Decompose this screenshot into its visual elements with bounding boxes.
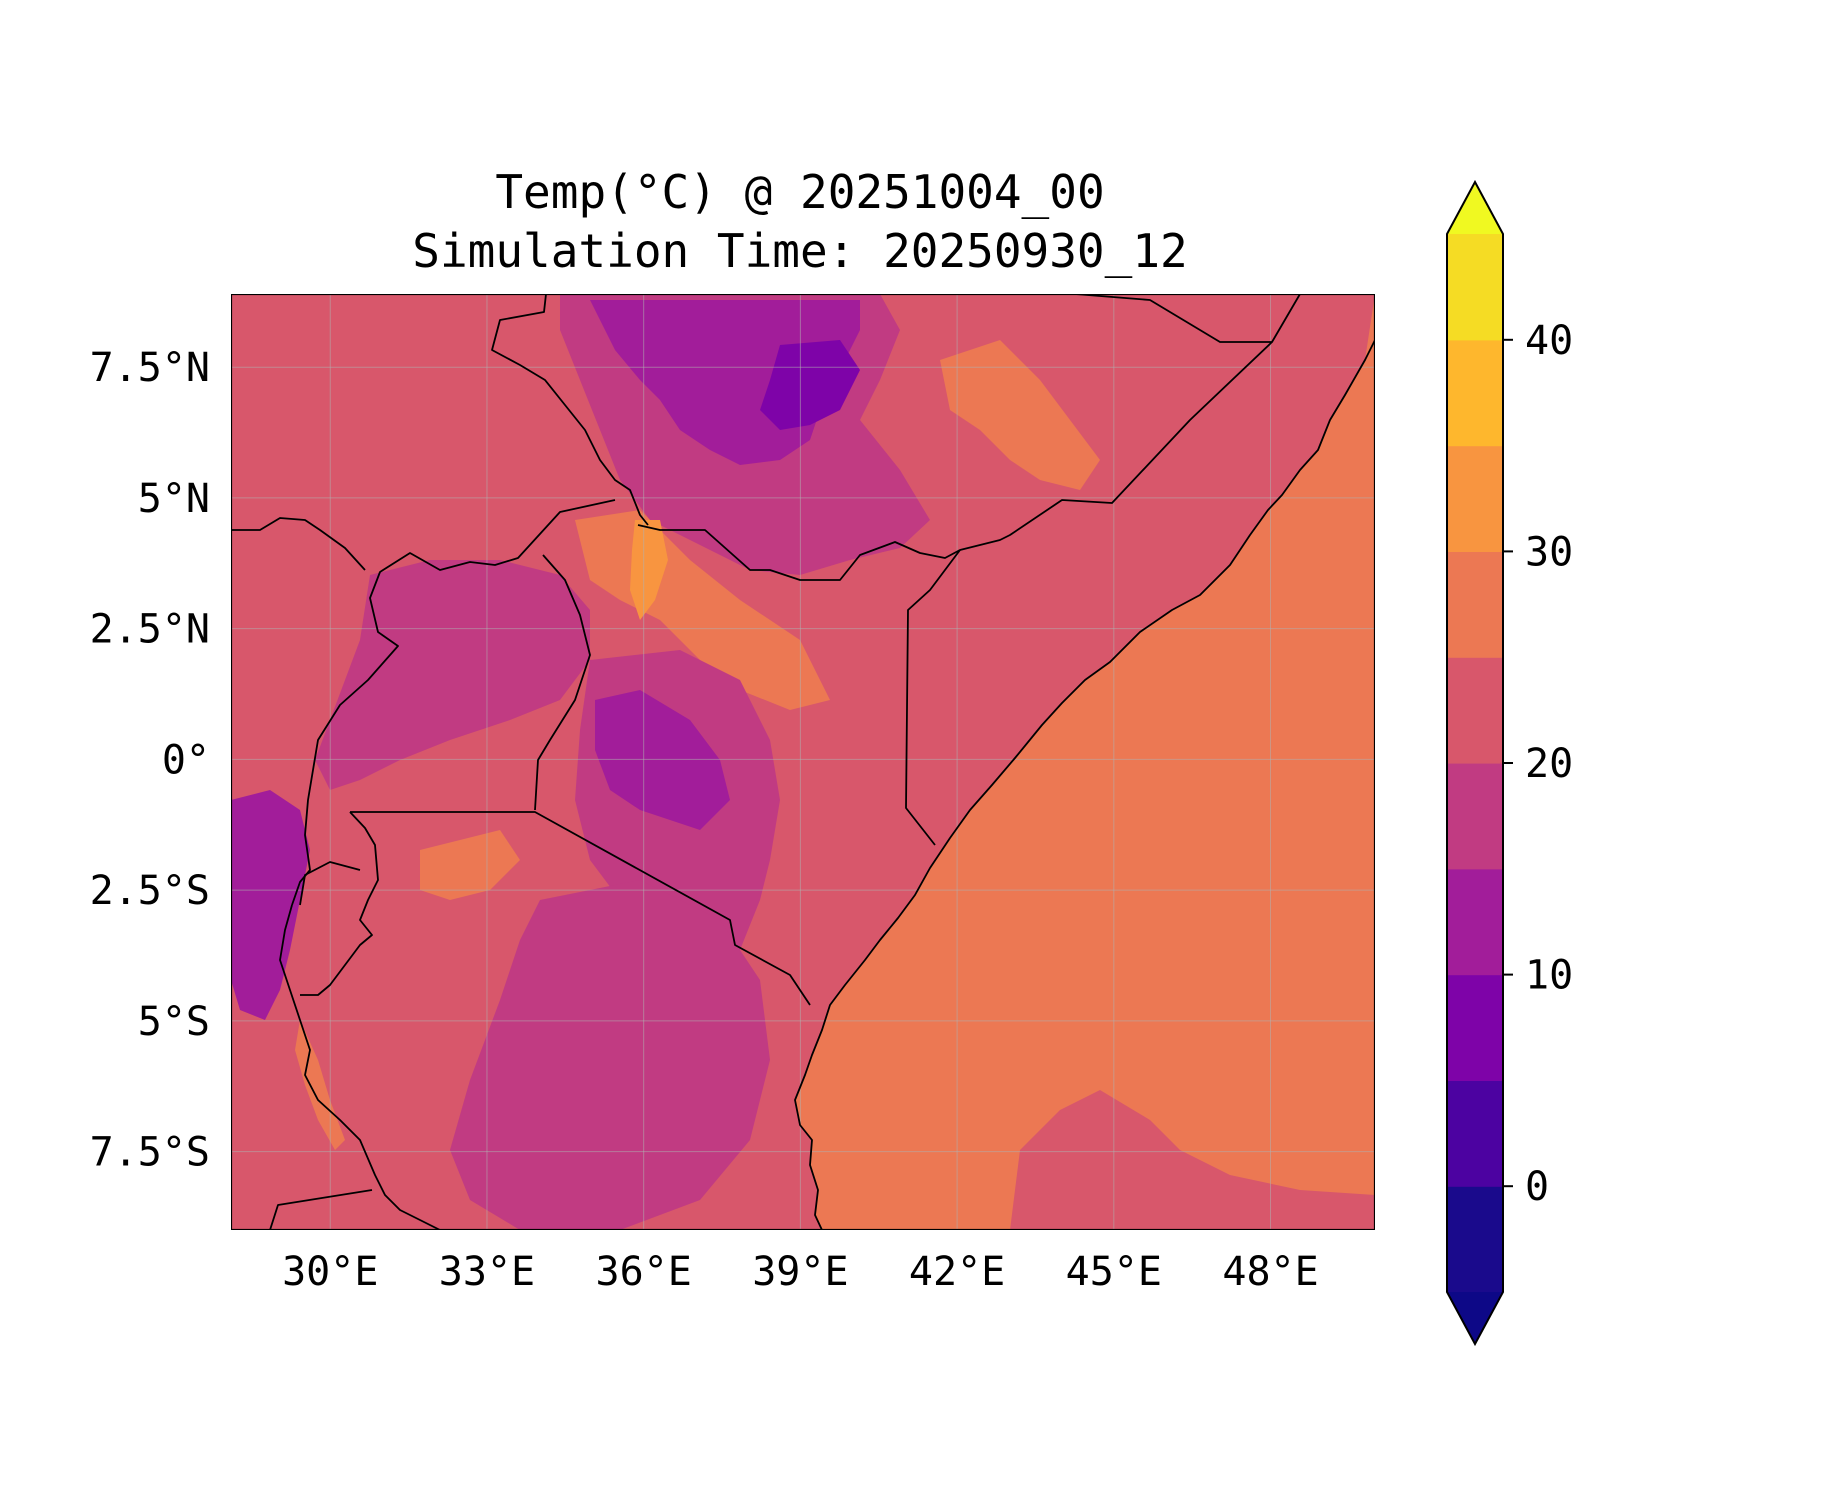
latitude-tick-label: 0°	[162, 737, 210, 783]
border-west-congo	[231, 517, 366, 571]
longitude-tick-label: 33°E	[439, 1249, 535, 1295]
latitude-tick-label: 7.5°N	[90, 345, 210, 391]
temperature-region-tanzania-central	[450, 880, 770, 1230]
temperature-field	[231, 294, 1375, 1230]
latitude-tick-label: 7.5°S	[90, 1130, 210, 1176]
map-panel	[231, 294, 1375, 1230]
border-uganda-tanzania	[350, 811, 811, 1006]
latitude-tick-label: 5°N	[138, 476, 210, 522]
colorbar-tick-label: 0	[1525, 1164, 1549, 1210]
colorbar-segment	[1447, 551, 1503, 658]
colorbar-segment	[1447, 234, 1503, 341]
border-uganda-kenya	[534, 554, 591, 811]
temperature-region-turkana-hot	[630, 520, 668, 620]
colorbar-tick-label: 20	[1525, 741, 1573, 787]
colorbar-tick-label: 30	[1525, 529, 1573, 575]
border-south-sudan-kenya-uganda	[291, 499, 616, 906]
temperature-region-ocean	[795, 294, 1375, 1230]
longitude-ticks: 30°E 33°E 36°E 39°E 42°E 45°E 48°E	[282, 1249, 1319, 1295]
colorbar-outline	[1446, 179, 1504, 1347]
longitude-tick-label: 30°E	[282, 1249, 378, 1295]
longitude-tick-label: 48°E	[1222, 1249, 1318, 1295]
colorbar-tick-label: 40	[1525, 318, 1573, 364]
coastline	[794, 339, 1375, 1230]
colorbar-segment	[1447, 1080, 1503, 1187]
temperature-region-somalia-highlands	[1010, 1090, 1375, 1230]
colorbar-segment	[1447, 1186, 1503, 1293]
border-kenya-somalia	[905, 549, 961, 846]
temperature-region-ogaden-warm	[940, 340, 1100, 490]
colorbar: 0 10 20 30 40	[1446, 179, 1573, 1347]
temperature-region-kenya-highlands-cold	[595, 690, 730, 830]
map-gridlines	[231, 294, 1375, 1230]
colorbar-under-extension	[1447, 1292, 1503, 1344]
colorbar-segment	[1447, 868, 1503, 976]
country-borders	[231, 294, 1375, 1230]
border-ethiopia-sudan	[491, 294, 649, 526]
colorbar-segment	[1447, 445, 1503, 552]
temperature-region-tanzania-warm	[420, 830, 520, 900]
latitude-tick-label: 2.5°N	[90, 607, 210, 653]
border-west-lake	[300, 811, 379, 996]
figure-title-line1: Temp(°C) @ 20251004_00	[495, 165, 1104, 219]
colorbar-segment	[1447, 974, 1503, 1081]
colorbar-segment	[1447, 763, 1503, 870]
latitude-ticks: 7.5°N 5°N 2.5°N 0° 2.5°S 5°S 7.5°S	[90, 345, 210, 1175]
temperature-region-ethiopian-plateau-peak	[760, 340, 860, 430]
longitude-tick-label: 36°E	[596, 1249, 692, 1295]
longitude-tick-label: 45°E	[1066, 1249, 1162, 1295]
colorbar-tick-label: 10	[1525, 953, 1573, 999]
temperature-region-uganda-lakes	[315, 560, 590, 790]
latitude-tick-label: 5°S	[138, 999, 210, 1045]
longitude-tick-label: 42°E	[909, 1249, 1005, 1295]
colorbar-segment	[1447, 657, 1503, 764]
colorbar-over-extension	[1447, 182, 1503, 234]
border-southwest	[269, 1189, 373, 1230]
longitude-tick-label: 39°E	[752, 1249, 848, 1295]
latitude-tick-label: 2.5°S	[90, 868, 210, 914]
colorbar-segment	[1447, 339, 1503, 447]
border-rwanda-burundi	[279, 861, 441, 1230]
temperature-region-lake-tanganyika	[295, 1020, 345, 1150]
figure-title-line2: Simulation Time: 20250930_12	[412, 224, 1187, 278]
temperature-region-albertine-rift	[231, 790, 310, 1020]
border-somalia-ethiopia	[637, 294, 1301, 581]
